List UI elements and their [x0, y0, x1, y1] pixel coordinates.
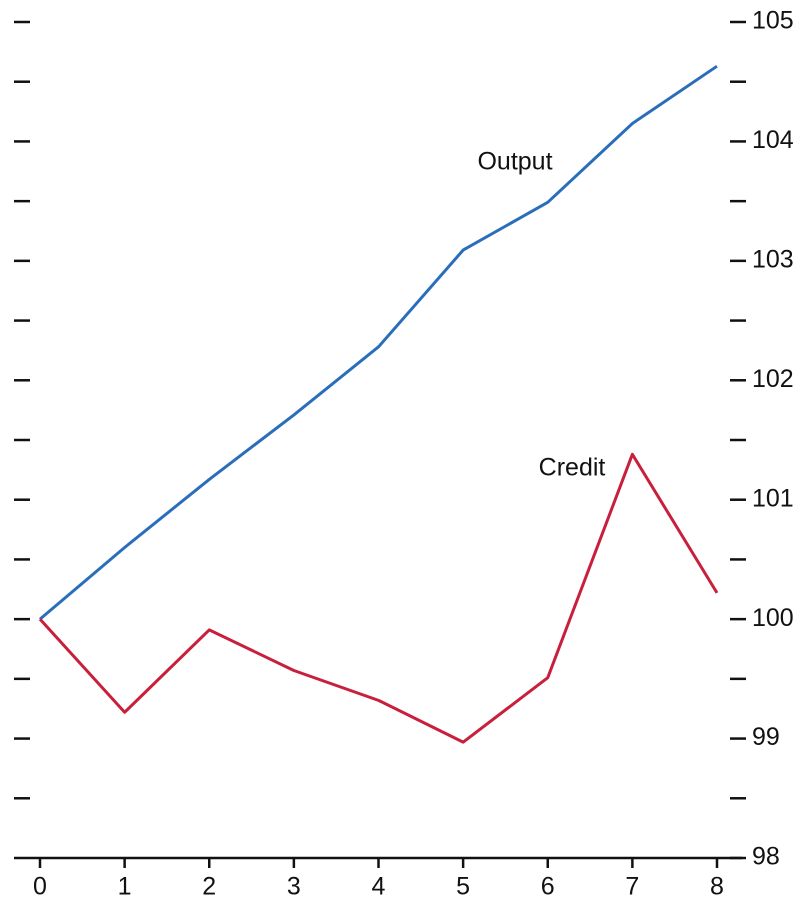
x-tick-label: 7 [625, 873, 639, 901]
x-tick-label: 6 [541, 873, 555, 901]
x-tick-label: 3 [287, 873, 301, 901]
y-tick-label: 98 [752, 843, 780, 871]
series-label: Credit [539, 454, 606, 482]
y-tick-label: 105 [752, 7, 794, 35]
x-tick-label: 1 [118, 873, 132, 901]
series-line [39, 64, 718, 621]
y-tick-label: 102 [752, 365, 794, 393]
x-tick-label: 4 [372, 873, 386, 901]
x-tick-label: 5 [456, 873, 470, 901]
y-tick-label: 104 [752, 126, 794, 154]
y-tick-label: 101 [752, 484, 794, 512]
series-line [38, 452, 719, 744]
y-tick-label: 103 [752, 245, 794, 273]
y-tick-label: 100 [752, 604, 794, 632]
x-tick-label: 0 [33, 873, 47, 901]
series-label: Output [477, 148, 552, 176]
x-tick-label: 8 [710, 873, 724, 901]
x-tick-label: 2 [202, 873, 216, 901]
y-tick-label: 99 [752, 723, 780, 751]
